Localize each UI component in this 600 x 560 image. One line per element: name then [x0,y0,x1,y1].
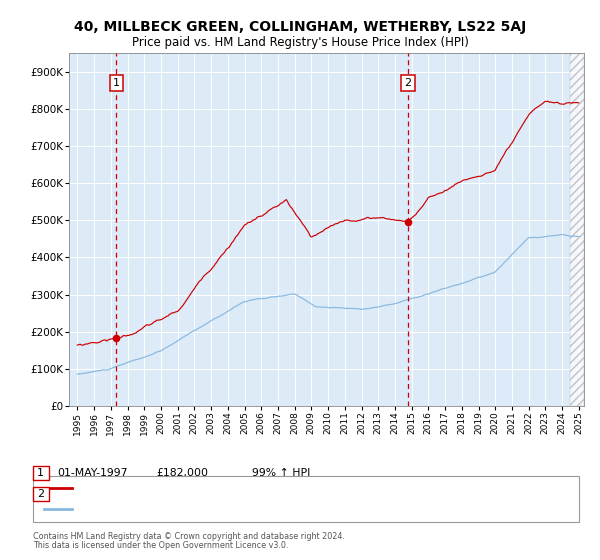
Text: £495,000: £495,000 [156,489,208,499]
Text: 16-OCT-2014: 16-OCT-2014 [57,489,128,499]
Text: 99% ↑ HPI: 99% ↑ HPI [252,468,310,478]
Bar [571,53,584,406]
Text: £182,000: £182,000 [156,468,208,478]
Text: HPI: Average price, detached house, Leeds: HPI: Average price, detached house, Leed… [78,505,282,514]
Text: 40, MILLBECK GREEN, COLLINGHAM, WETHERBY, LS22 5AJ (detached house): 40, MILLBECK GREEN, COLLINGHAM, WETHERBY… [78,483,439,492]
Text: Price paid vs. HM Land Registry's House Price Index (HPI): Price paid vs. HM Land Registry's House … [131,36,469,49]
Text: 1: 1 [37,468,44,478]
Text: 2: 2 [404,78,412,88]
Text: 84% ↑ HPI: 84% ↑ HPI [252,489,310,499]
Text: Contains HM Land Registry data © Crown copyright and database right 2024.: Contains HM Land Registry data © Crown c… [33,532,345,541]
Text: 40, MILLBECK GREEN, COLLINGHAM, WETHERBY, LS22 5AJ: 40, MILLBECK GREEN, COLLINGHAM, WETHERBY… [74,20,526,34]
Text: 2: 2 [37,489,44,499]
Text: 01-MAY-1997: 01-MAY-1997 [57,468,128,478]
Text: 1: 1 [113,78,120,88]
Text: This data is licensed under the Open Government Licence v3.0.: This data is licensed under the Open Gov… [33,542,289,550]
